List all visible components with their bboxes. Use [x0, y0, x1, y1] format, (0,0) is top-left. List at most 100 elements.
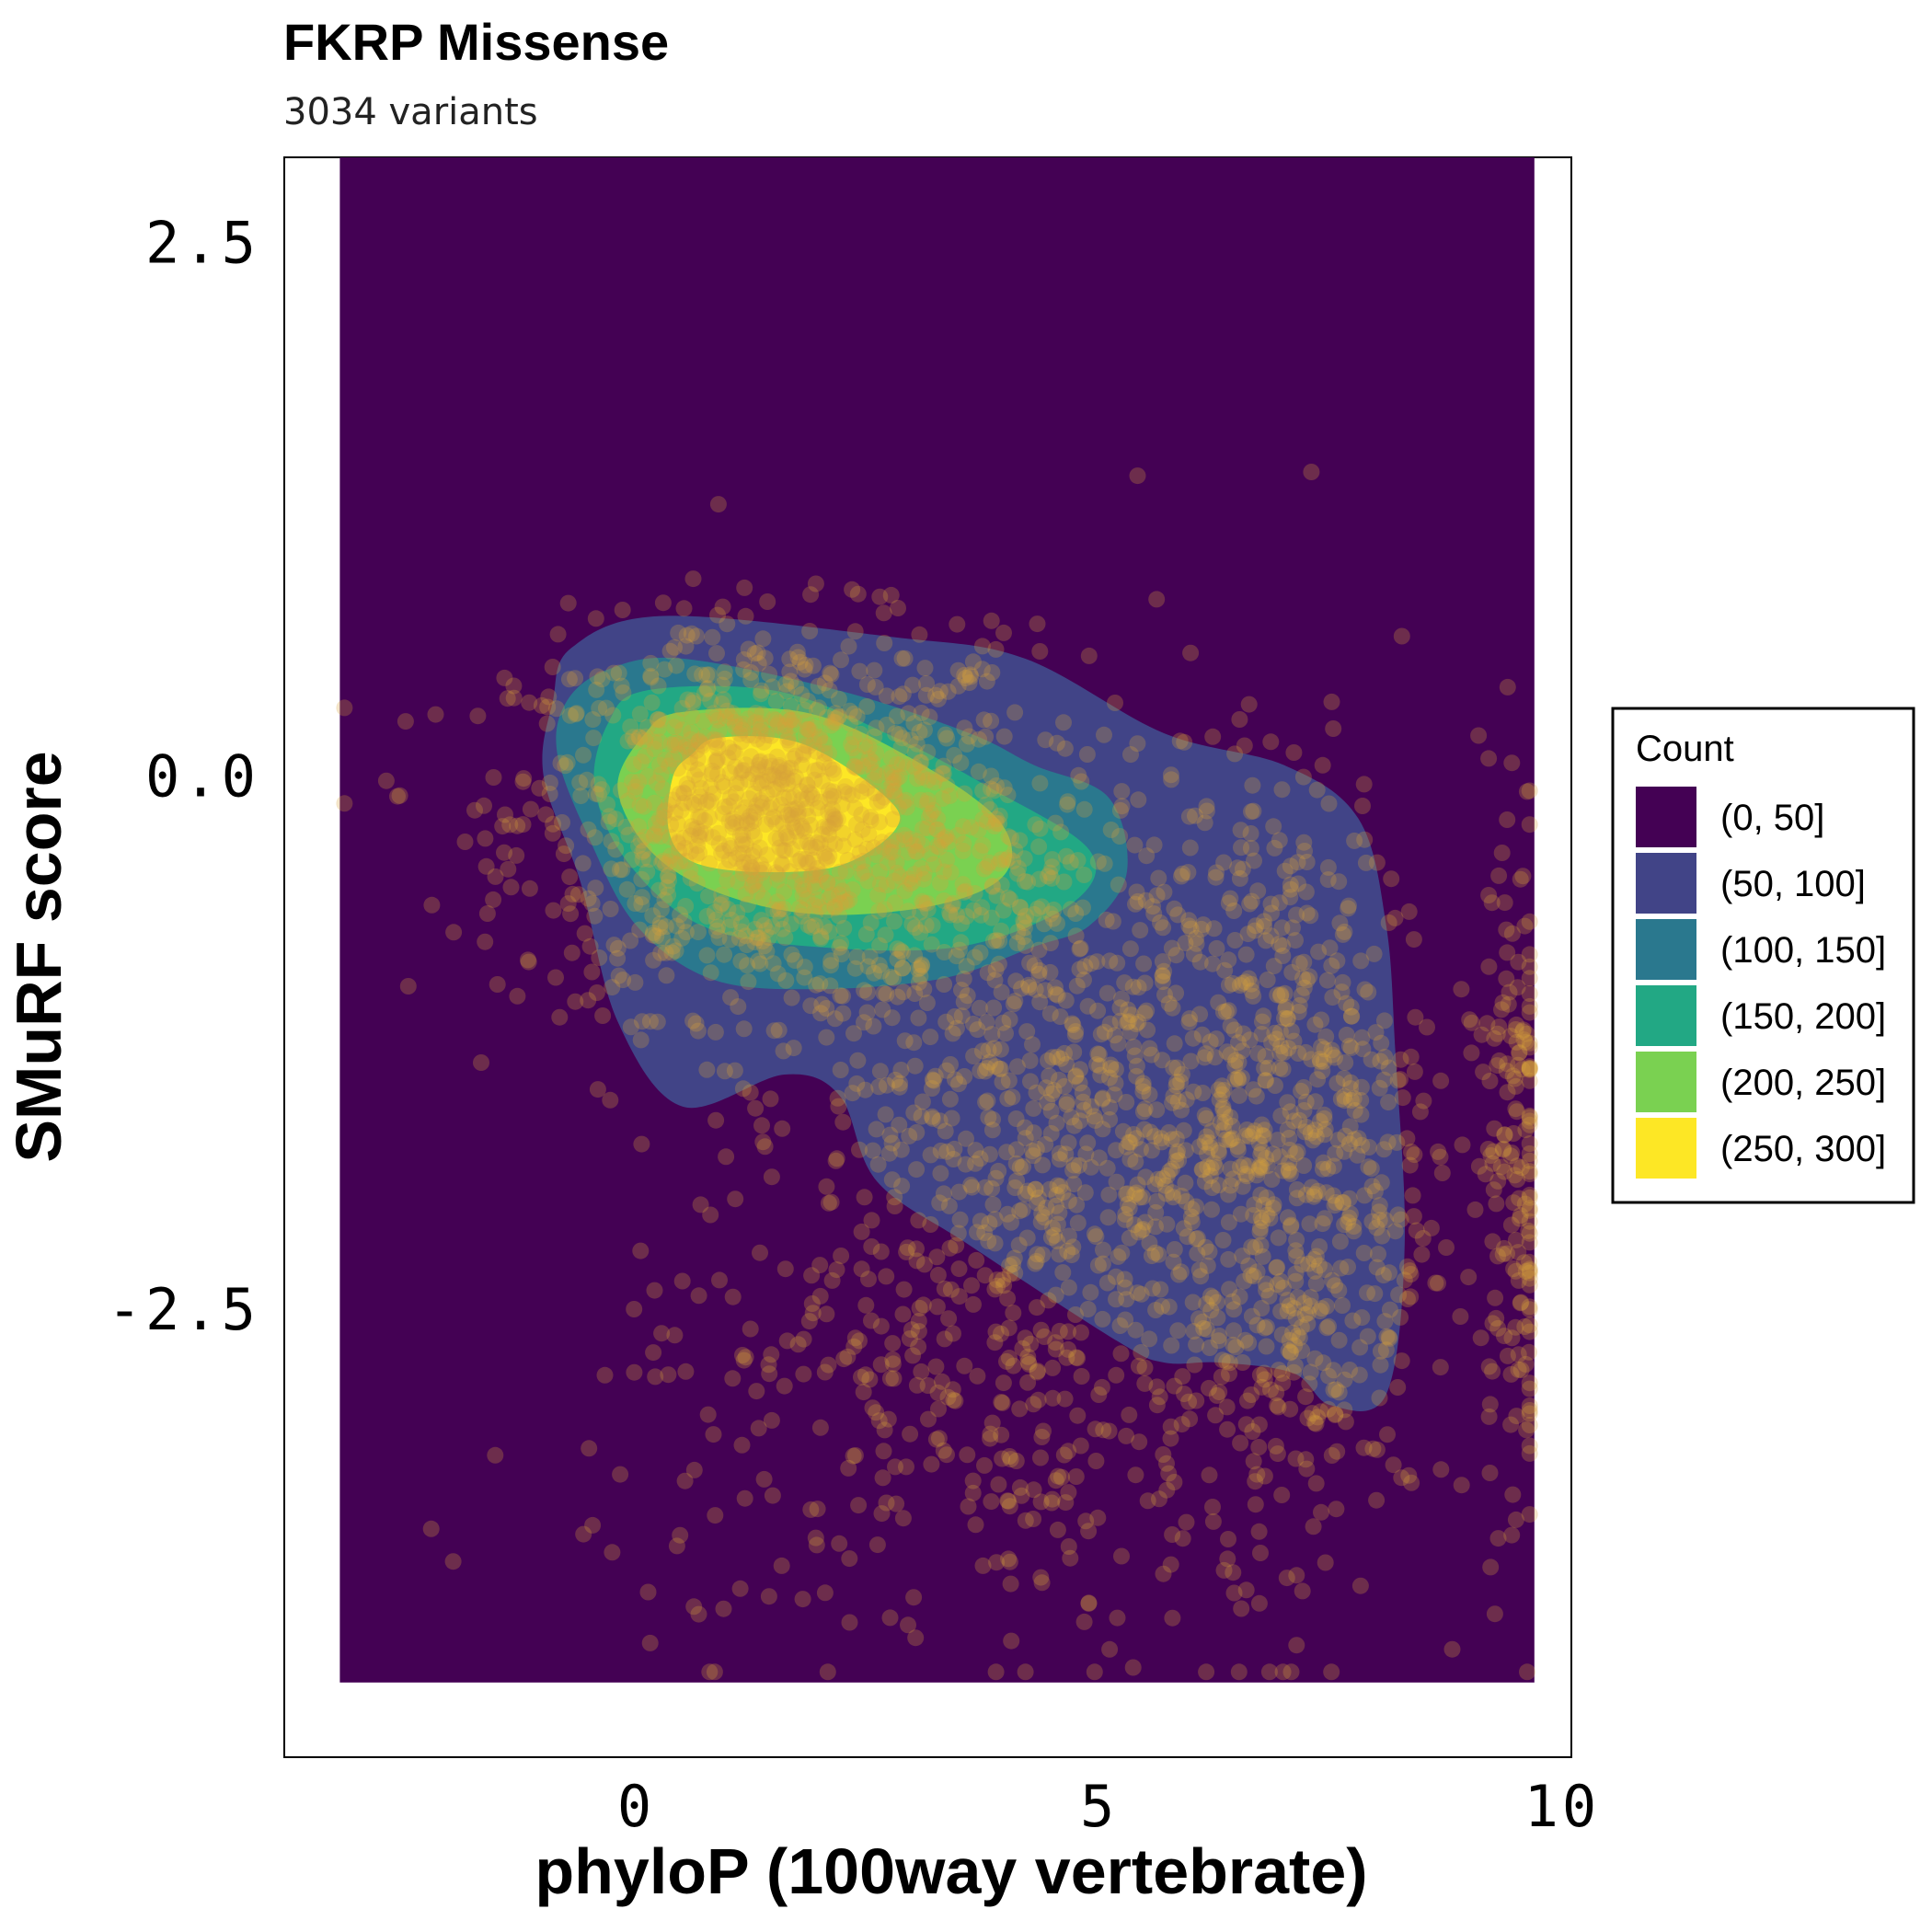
- scatter-point: [1122, 746, 1139, 764]
- scatter-point: [885, 774, 903, 790]
- scatter-point: [1073, 773, 1090, 790]
- scatter-point: [1203, 1201, 1220, 1218]
- scatter-point: [657, 918, 674, 936]
- scatter-point: [891, 726, 908, 743]
- scatter-point: [678, 627, 696, 644]
- scatter-point: [1381, 1301, 1398, 1318]
- scatter-point: [572, 788, 590, 805]
- scatter-point: [955, 835, 972, 853]
- scatter-point: [720, 851, 738, 868]
- scatter-point: [909, 844, 926, 860]
- scatter-point: [1225, 903, 1243, 919]
- scatter-point: [832, 987, 849, 1005]
- scatter-point: [1498, 921, 1515, 938]
- scatter-point: [1192, 1268, 1210, 1285]
- scatter-point: [806, 762, 823, 779]
- scatter-point: [1330, 873, 1348, 891]
- scatter-point: [1185, 946, 1202, 963]
- scatter-point: [1231, 1087, 1248, 1104]
- scatter-point: [1201, 1243, 1218, 1260]
- scatter-point: [709, 711, 727, 729]
- scatter-point: [731, 1580, 749, 1597]
- scatter-point: [654, 852, 672, 869]
- scatter-point: [1029, 1194, 1046, 1212]
- scatter-point: [701, 1663, 719, 1681]
- scatter-point: [501, 816, 519, 834]
- scatter-point: [586, 907, 604, 925]
- scatter-point: [922, 1029, 939, 1046]
- scatter-point: [567, 706, 584, 723]
- scatter-point: [646, 794, 663, 811]
- scatter-point: [1279, 1010, 1296, 1028]
- scatter-point: [1029, 1246, 1046, 1263]
- scatter-point: [774, 1120, 791, 1137]
- scatter-point: [769, 717, 787, 734]
- scatter-point: [1127, 1153, 1144, 1170]
- scatter-point: [602, 901, 619, 917]
- scatter-point: [1048, 1114, 1065, 1132]
- scatter-point: [733, 858, 751, 876]
- scatter-point: [476, 797, 492, 814]
- scatter-point: [999, 1205, 1017, 1223]
- scatter-point: [702, 964, 719, 982]
- scatter-point: [968, 1251, 985, 1269]
- scatter-point: [739, 896, 756, 914]
- scatter-point: [682, 843, 699, 860]
- scatter-point: [748, 929, 765, 947]
- scatter-point: [1051, 1071, 1067, 1088]
- scatter-point: [1199, 1257, 1216, 1274]
- scatter-point: [1214, 1100, 1232, 1118]
- scatter-point: [1024, 1143, 1041, 1160]
- scatter-point: [820, 1194, 837, 1212]
- scatter-point: [1095, 1241, 1111, 1259]
- scatter-point: [631, 797, 649, 814]
- scatter-point: [666, 1327, 684, 1344]
- scatter-point: [1007, 1155, 1025, 1172]
- scatter-point: [1201, 1379, 1217, 1397]
- scatter-point: [839, 785, 857, 802]
- scatter-point: [737, 885, 754, 903]
- scatter-point: [710, 929, 728, 947]
- scatter-point: [626, 1301, 643, 1317]
- scatter-point: [656, 891, 673, 909]
- scatter-point: [1282, 1400, 1299, 1418]
- scatter-point: [670, 745, 687, 763]
- scatter-point: [1180, 808, 1198, 825]
- scatter-point: [756, 650, 774, 667]
- scatter-point: [792, 850, 810, 868]
- y-tick-label: 2.5: [145, 210, 259, 277]
- scatter-point: [647, 815, 664, 833]
- scatter-point: [792, 868, 810, 885]
- scatter-point: [1214, 1232, 1232, 1248]
- scatter-point: [934, 765, 951, 782]
- scatter-point: [903, 874, 921, 891]
- scatter-point: [776, 1260, 794, 1278]
- scatter-point: [922, 1216, 939, 1233]
- scatter-point: [697, 794, 715, 811]
- scatter-point: [765, 1022, 783, 1040]
- scatter-point: [754, 772, 772, 789]
- scatter-point: [942, 1056, 959, 1073]
- scatter-point: [801, 721, 819, 739]
- scatter-point: [1274, 1663, 1292, 1681]
- scatter-point: [851, 1332, 868, 1350]
- scatter-point: [652, 711, 670, 729]
- scatter-point: [789, 1336, 807, 1353]
- scatter-point: [727, 758, 744, 776]
- scatter-point: [707, 1111, 725, 1129]
- scatter-point: [691, 732, 707, 750]
- scatter-point: [639, 1583, 657, 1601]
- scatter-point: [1057, 1145, 1075, 1163]
- scatter-point: [1242, 825, 1259, 842]
- scatter-point: [716, 670, 733, 687]
- scatter-point: [1510, 1271, 1527, 1289]
- scatter-point: [910, 1313, 927, 1329]
- scatter-point: [669, 834, 686, 851]
- scatter-point: [1133, 1344, 1150, 1361]
- scatter-point: [1496, 1163, 1513, 1180]
- scatter-point: [1113, 798, 1131, 815]
- scatter-point: [1514, 868, 1532, 885]
- scatter-point: [1118, 1138, 1135, 1156]
- scatter-point: [942, 906, 960, 924]
- scatter-point: [1199, 1158, 1216, 1176]
